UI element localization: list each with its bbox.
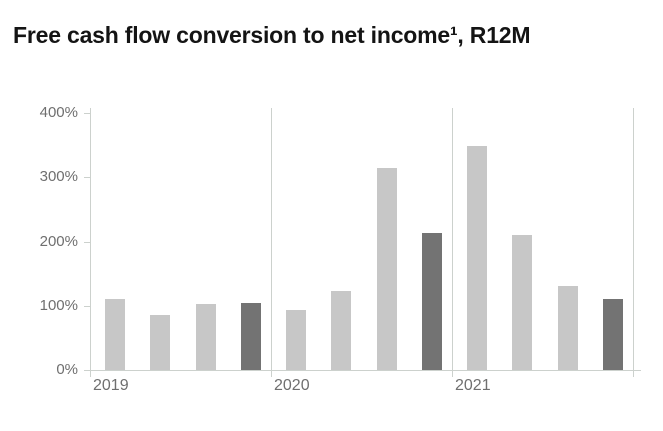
bar-2020-q4	[422, 232, 443, 370]
y-tick	[84, 241, 90, 243]
bar-2019-q4	[241, 302, 262, 370]
bar-2021-q3	[557, 285, 578, 370]
year-gridline	[452, 108, 453, 377]
y-axis-label: 200%	[39, 232, 78, 250]
bar-2021-q2	[512, 235, 533, 370]
x-axis-label: 2019	[93, 377, 129, 394]
y-tick	[84, 177, 90, 179]
y-tick	[84, 305, 90, 307]
y-axis-line	[90, 108, 91, 377]
y-axis-label: 100%	[39, 296, 78, 314]
chart-title: Free cash flow conversion to net income¹…	[13, 22, 531, 48]
bar-2021-q4	[603, 299, 624, 370]
x-axis-label: 2020	[274, 377, 310, 394]
y-axis-label: 0%	[56, 361, 78, 378]
x-axis-line	[84, 370, 641, 371]
year-gridline	[271, 108, 272, 377]
bar-2020-q2	[331, 290, 352, 370]
bar-2020-q1	[286, 309, 306, 370]
x-axis-label: 2021	[455, 377, 491, 394]
y-axis-label: 400%	[39, 104, 78, 121]
y-axis-label: 300%	[39, 168, 78, 186]
bar-2020-q3	[376, 167, 397, 370]
y-tick	[84, 113, 90, 114]
bar-2019-q1	[105, 299, 125, 370]
bar-2019-q3	[195, 303, 216, 370]
bar-2019-q2	[150, 315, 171, 370]
year-gridline	[633, 108, 634, 377]
bar-2021-q1	[467, 146, 487, 370]
